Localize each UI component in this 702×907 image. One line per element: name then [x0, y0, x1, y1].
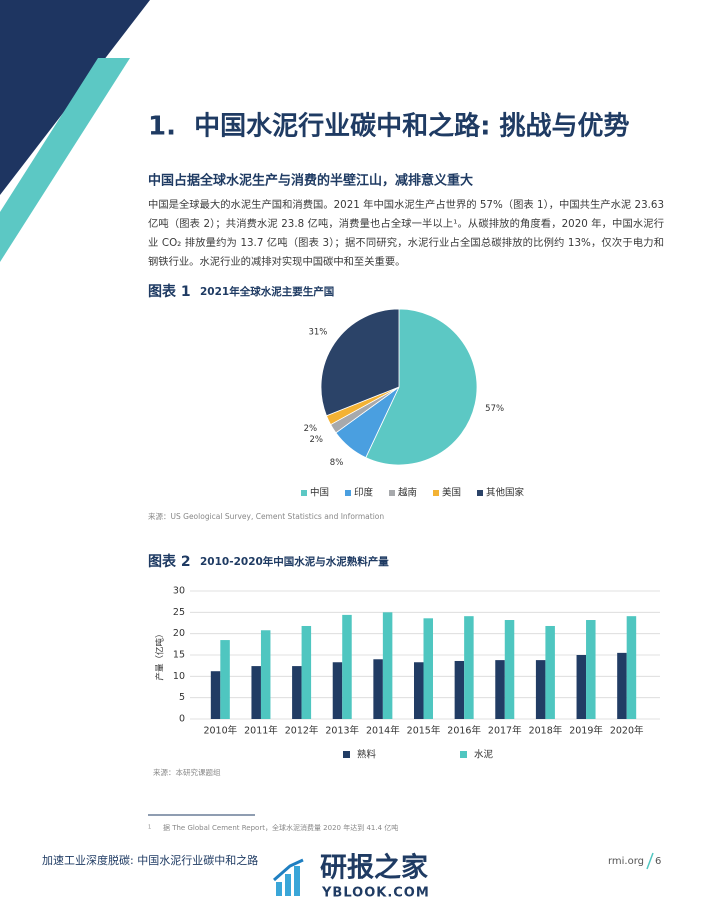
- x-tick-label: 2018年: [529, 725, 563, 737]
- x-tick-label: 2016年: [447, 725, 481, 737]
- x-tick-label: 2017年: [488, 725, 522, 737]
- bar: [423, 618, 433, 719]
- legend-label: 越南: [398, 487, 417, 499]
- bar: [586, 620, 596, 719]
- footer-slash: [646, 852, 654, 870]
- x-tick-label: 2011年: [244, 725, 278, 737]
- body-text: 中国是全球最大的水泥生产国和消费国。2021 年中国水泥生产占世界的 57%（图…: [148, 199, 664, 268]
- bar: [454, 660, 465, 719]
- watermark-name: 研报之家: [320, 852, 428, 884]
- x-tick-label: 2010年: [203, 725, 237, 737]
- x-tick-label: 2013年: [325, 725, 359, 737]
- y-tick-label: 25: [173, 607, 185, 618]
- bar: [251, 666, 261, 719]
- source: 来源：本研究课题组: [153, 767, 221, 777]
- slice-label: 31%: [308, 327, 327, 337]
- y-tick-label: 10: [173, 671, 185, 682]
- legend-label: 其他国家: [486, 487, 525, 499]
- footer-site: rmi.org: [608, 856, 644, 867]
- source: 来源：US Geological Survey, Cement Statisti…: [148, 512, 384, 521]
- bar: [373, 659, 383, 719]
- bar: [220, 640, 230, 719]
- y-tick-label: 0: [179, 714, 185, 725]
- legend-swatch: [460, 751, 467, 758]
- footnote: 据 The Global Cement Report，全球水泥消费量 2020 …: [163, 823, 398, 832]
- footer-title: 加速工业深度脱碳: 中国水泥行业碳中和之路: [42, 853, 258, 867]
- bar: [617, 652, 627, 719]
- bar: [495, 660, 505, 719]
- bar: [545, 625, 555, 719]
- slice-label: 2%: [310, 435, 324, 445]
- x-tick-label: 2020年: [610, 725, 644, 737]
- y-tick-label: 20: [173, 628, 185, 639]
- footnote-mark: 1: [148, 825, 151, 831]
- heading: 1. 中国水泥行业碳中和之路: 挑战与优势: [148, 111, 630, 142]
- y-tick-label: 5: [179, 692, 185, 703]
- legend-swatch: [301, 490, 307, 496]
- x-tick-label: 2019年: [569, 725, 603, 737]
- watermark-logo: [273, 858, 304, 896]
- legend-label: 美国: [442, 487, 461, 499]
- bar: [292, 666, 302, 719]
- slice-label: 57%: [485, 404, 504, 414]
- legend-swatch: [433, 490, 439, 496]
- legend-swatch: [389, 490, 395, 496]
- figure-label: 图表 1: [148, 283, 191, 300]
- figure-label: 图表 2: [148, 553, 191, 570]
- y-tick-label: 30: [173, 586, 185, 597]
- bar: [301, 625, 312, 719]
- bar: [332, 662, 343, 719]
- bar: [342, 614, 352, 719]
- bar: [535, 660, 546, 719]
- legend-swatch: [477, 490, 483, 496]
- bar: [414, 662, 424, 719]
- pie-slice: [320, 308, 400, 417]
- figure-title: 2021年全球水泥主要生产国: [200, 285, 334, 298]
- watermark-url: YBLOOK.COM: [321, 886, 430, 901]
- legend-label: 水泥: [474, 749, 494, 761]
- bar: [210, 671, 221, 719]
- bar: [504, 620, 515, 719]
- slice-label: 8%: [330, 458, 344, 468]
- x-tick-label: 2015年: [407, 725, 441, 737]
- x-tick-label: 2012年: [285, 725, 319, 737]
- bar: [382, 612, 393, 719]
- bar: [464, 616, 474, 719]
- legend-swatch: [345, 490, 351, 496]
- subheading: 中国占据全球水泥生产与消费的半壁江山，减排意义重大: [148, 173, 473, 189]
- bar: [576, 655, 587, 719]
- y-axis-label: 产量（亿吨）: [155, 629, 166, 680]
- bar: [260, 630, 271, 719]
- corner-stripe: [0, 58, 130, 262]
- pie-slice: [365, 308, 478, 466]
- legend-label: 中国: [310, 487, 329, 499]
- legend-label: 熟料: [357, 749, 377, 761]
- figure-title: 2010-2020年中国水泥与水泥熟料产量: [200, 555, 389, 568]
- legend-swatch: [343, 751, 350, 758]
- y-tick-label: 15: [173, 650, 185, 661]
- x-tick-label: 2014年: [366, 725, 400, 737]
- bar: [626, 616, 637, 719]
- footer-page: 6: [655, 856, 661, 867]
- slice-label: 2%: [304, 424, 318, 434]
- legend-label: 印度: [354, 487, 374, 499]
